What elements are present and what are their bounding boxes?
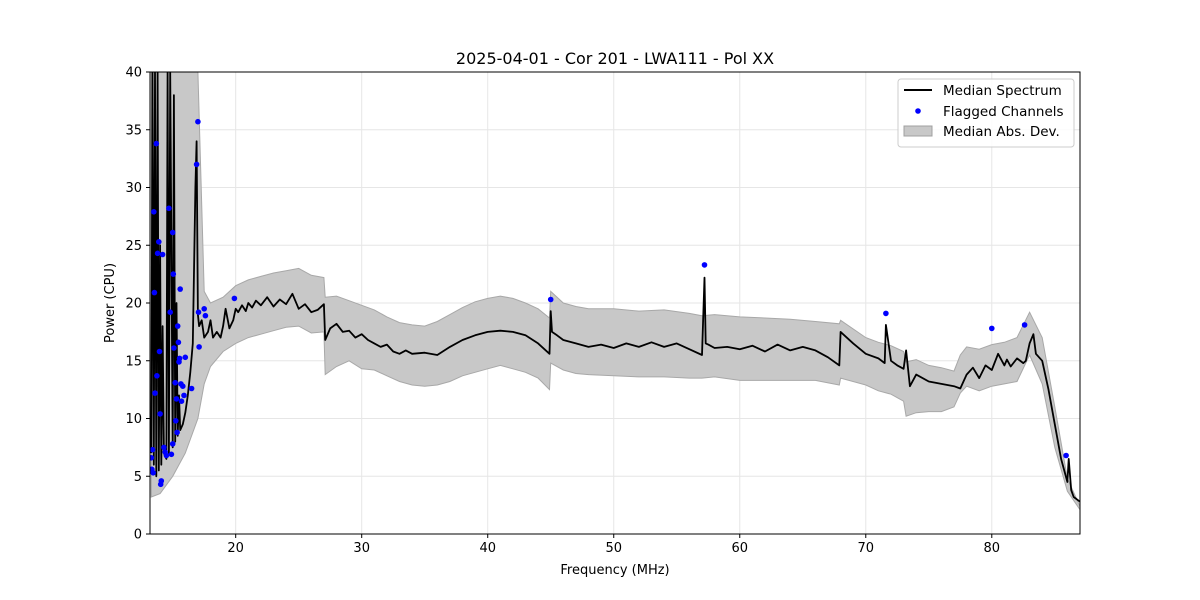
flagged-channel-point-43 [202,312,209,319]
y-tick-label-6: 30 [125,181,142,196]
x-tick-label-2: 40 [479,541,496,556]
x-tick-label-0: 20 [227,541,244,556]
x-axis-label: Frequency (MHz) [560,563,669,578]
flagged-channel-point-28 [175,339,182,346]
flagged-channel-point-48 [989,325,995,332]
y-tick-label-7: 35 [125,123,142,138]
y-axis-label: Power (CPU) [103,263,118,343]
flagged-channel-point-3 [151,289,158,296]
y-tick-label-8: 40 [125,66,142,81]
flagged-channel-point-30 [176,355,183,362]
x-tick-label-1: 30 [353,541,370,556]
x-tick-label-5: 70 [857,541,874,556]
flagged-channel-point-37 [188,385,195,392]
flagged-channel-point-47 [883,310,889,317]
chart-title: 2025-04-01 - Cor 201 - LWA111 - Pol XX [456,49,774,68]
median-spectrum-series [150,72,1080,503]
flagged-channel-point-21 [170,271,177,277]
x-tick-label-6: 80 [984,541,1001,556]
flagged-channel-point-20 [169,229,176,236]
flagged-channel-point-13 [159,251,166,258]
x-tick-label-3: 50 [605,541,622,556]
flagged-channel-point-34 [180,383,186,390]
flagged-channel-point-53 [169,441,176,447]
x-axis-ticks: 20 30 40 50 60 70 80 [227,534,1000,556]
flagged-channel-point-17 [166,205,172,212]
flagged-channel-point-51 [150,455,155,461]
flagged-channel-point-6 [154,373,160,379]
median-abs-dev-area [150,72,1080,511]
flagged-channel-point-52 [150,470,156,476]
flagged-channel-point-26 [174,429,180,436]
flagged-channel-point-33 [178,398,185,405]
x-tick-label-4: 60 [731,541,748,556]
y-tick-label-1: 5 [134,470,142,485]
legend: Median Spectrum Flagged Channels Median … [897,78,1075,148]
flagged-channel-point-2 [151,209,157,215]
flagged-channel-point-10 [157,411,163,417]
flagged-channel-point-40 [195,309,202,316]
flagged-channel-point-42 [201,306,207,312]
flagged-channel-point-36 [182,354,189,361]
y-tick-label-0: 0 [134,528,142,543]
flagged-channel-point-19 [168,451,175,458]
legend-marker-swatch [915,108,921,114]
flagged-channel-point-41 [196,344,202,350]
flagged-channel-point-50 [1063,452,1069,459]
flagged-channels-series [150,118,1069,488]
y-tick-label-3: 15 [125,354,142,369]
flagged-channel-point-24 [173,418,179,424]
flagged-channel-point-9 [156,348,163,355]
flagged-channel-point-14 [161,444,167,451]
y-tick-label-2: 10 [125,412,142,427]
legend-patch-swatch [903,125,933,137]
y-axis-ticks: 0 5 10 15 20 25 30 35 40 [125,66,150,543]
median-abs-dev-band [150,72,1080,511]
flagged-channel-point-49 [1021,322,1028,328]
y-tick-label-5: 25 [125,239,142,254]
flagged-channel-point-16 [163,452,170,459]
flagged-channel-point-39 [195,118,201,125]
y-tick-label-4: 20 [125,297,142,312]
flagged-channel-point-38 [193,161,200,168]
legend-label-median-abs-dev: Median Abs. Dev. [943,124,1060,140]
flagged-channel-point-7 [154,250,161,257]
flagged-channel-point-23 [172,379,178,386]
flagged-channel-point-4 [152,390,158,396]
flagged-channel-point-22 [171,345,177,351]
flagged-channel-point-35 [181,392,187,399]
flagged-channel-point-5 [153,140,160,147]
legend-box [897,78,1075,148]
median-spectrum-line [150,72,1080,503]
flagged-channel-point-46 [701,262,708,268]
flagged-channel-point-45 [547,296,554,303]
flagged-channel-point-8 [156,239,162,245]
legend-label-median-spectrum: Median Spectrum [943,83,1062,99]
flagged-channel-point-44 [231,295,238,302]
flagged-channel-point-18 [167,309,173,316]
flagged-channel-point-12 [158,478,165,484]
legend-label-flagged-channels: Flagged Channels [943,104,1064,120]
flagged-channel-point-31 [177,286,183,292]
flagged-channel-point-1 [150,446,156,453]
flagged-channel-point-25 [173,396,180,402]
flagged-channel-point-27 [174,323,181,329]
